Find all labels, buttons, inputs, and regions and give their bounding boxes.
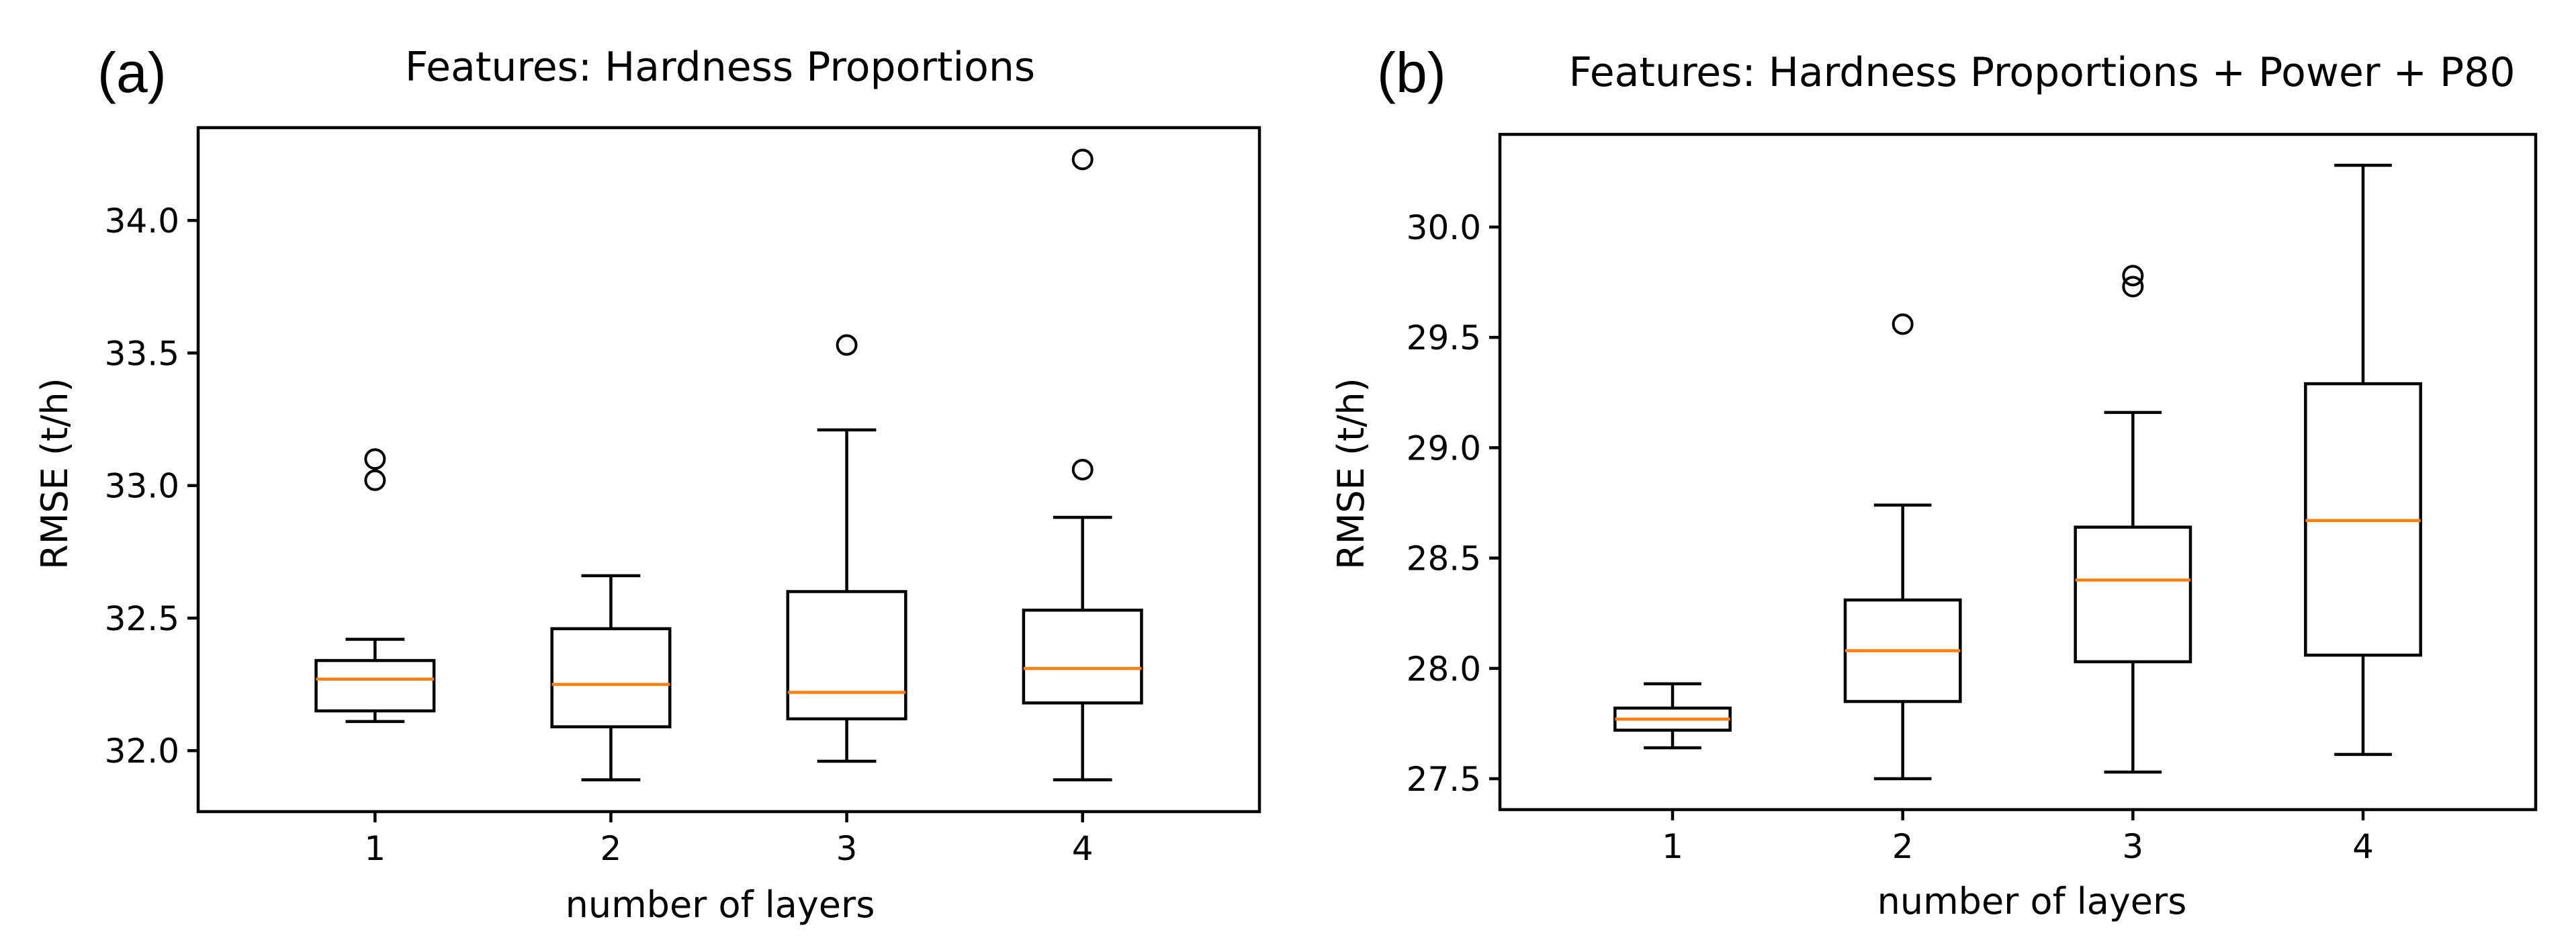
- chart-title-b: Features: Hardness Proportions + Power +…: [1568, 49, 2515, 96]
- x-tick-label: 4: [1072, 829, 1094, 868]
- box-body: [314, 658, 436, 713]
- y-tick-label: 32.5: [105, 599, 179, 638]
- box-body: [786, 590, 907, 721]
- x-tick-label: 3: [2122, 827, 2143, 866]
- outlier-point: [364, 448, 386, 470]
- plot-frame: [196, 126, 1261, 814]
- plot-frame: [1498, 132, 2538, 812]
- box-body: [550, 627, 672, 728]
- outlier-point: [1071, 459, 1094, 480]
- x-axis-label-b: number of layers: [1877, 880, 2187, 922]
- box-body: [1613, 706, 1732, 732]
- box-plot-a: Features: Hardness Proportions number of…: [34, 44, 1261, 926]
- outlier-point: [1071, 148, 1094, 171]
- x-axis-label-a: number of layers: [566, 884, 875, 926]
- outlier-point: [836, 334, 858, 356]
- y-tick-label: 27.5: [1407, 760, 1481, 799]
- x-tick-label: 1: [364, 829, 386, 868]
- y-tick-label: 29.5: [1407, 318, 1481, 357]
- y-tick-label: 29.0: [1407, 429, 1481, 468]
- x-tick-label: 1: [1662, 827, 1683, 866]
- panel-label-b: (b): [1377, 41, 1446, 104]
- x-tick-label: 3: [836, 829, 858, 868]
- box-body: [1022, 608, 1143, 705]
- y-tick-label: 33.0: [105, 467, 179, 506]
- x-tick-label: 2: [1892, 827, 1914, 866]
- chart-panel-b: (b) Features: Hardness Proportions + Pow…: [1276, 0, 2576, 946]
- chart-title-a: Features: Hardness Proportions: [405, 44, 1035, 91]
- y-axis-label-b: RMSE (t/h): [1330, 378, 1372, 569]
- y-axis-label-a: RMSE (t/h): [34, 378, 76, 569]
- y-tick-label: 34.0: [105, 202, 179, 241]
- outlier-point: [1892, 313, 1914, 335]
- y-tick-label: 32.0: [105, 732, 179, 771]
- y-tick-label: 28.0: [1407, 650, 1481, 689]
- y-tick-label: 28.5: [1407, 540, 1481, 578]
- outlier-point: [2122, 265, 2144, 287]
- x-tick-label: 4: [2352, 827, 2374, 866]
- box-plot-b: Features: Hardness Proportions + Power +…: [1330, 49, 2538, 922]
- y-tick-label: 33.5: [105, 334, 179, 373]
- y-tick-label: 30.0: [1407, 208, 1481, 247]
- outlier-point: [364, 469, 386, 491]
- outlier-point: [2122, 275, 2144, 298]
- box-body: [2074, 525, 2192, 664]
- x-tick-label: 2: [601, 829, 622, 868]
- panel-label-a: (a): [97, 41, 167, 104]
- chart-panel-a: (a) Features: Hardness Proportions numbe…: [0, 0, 1276, 946]
